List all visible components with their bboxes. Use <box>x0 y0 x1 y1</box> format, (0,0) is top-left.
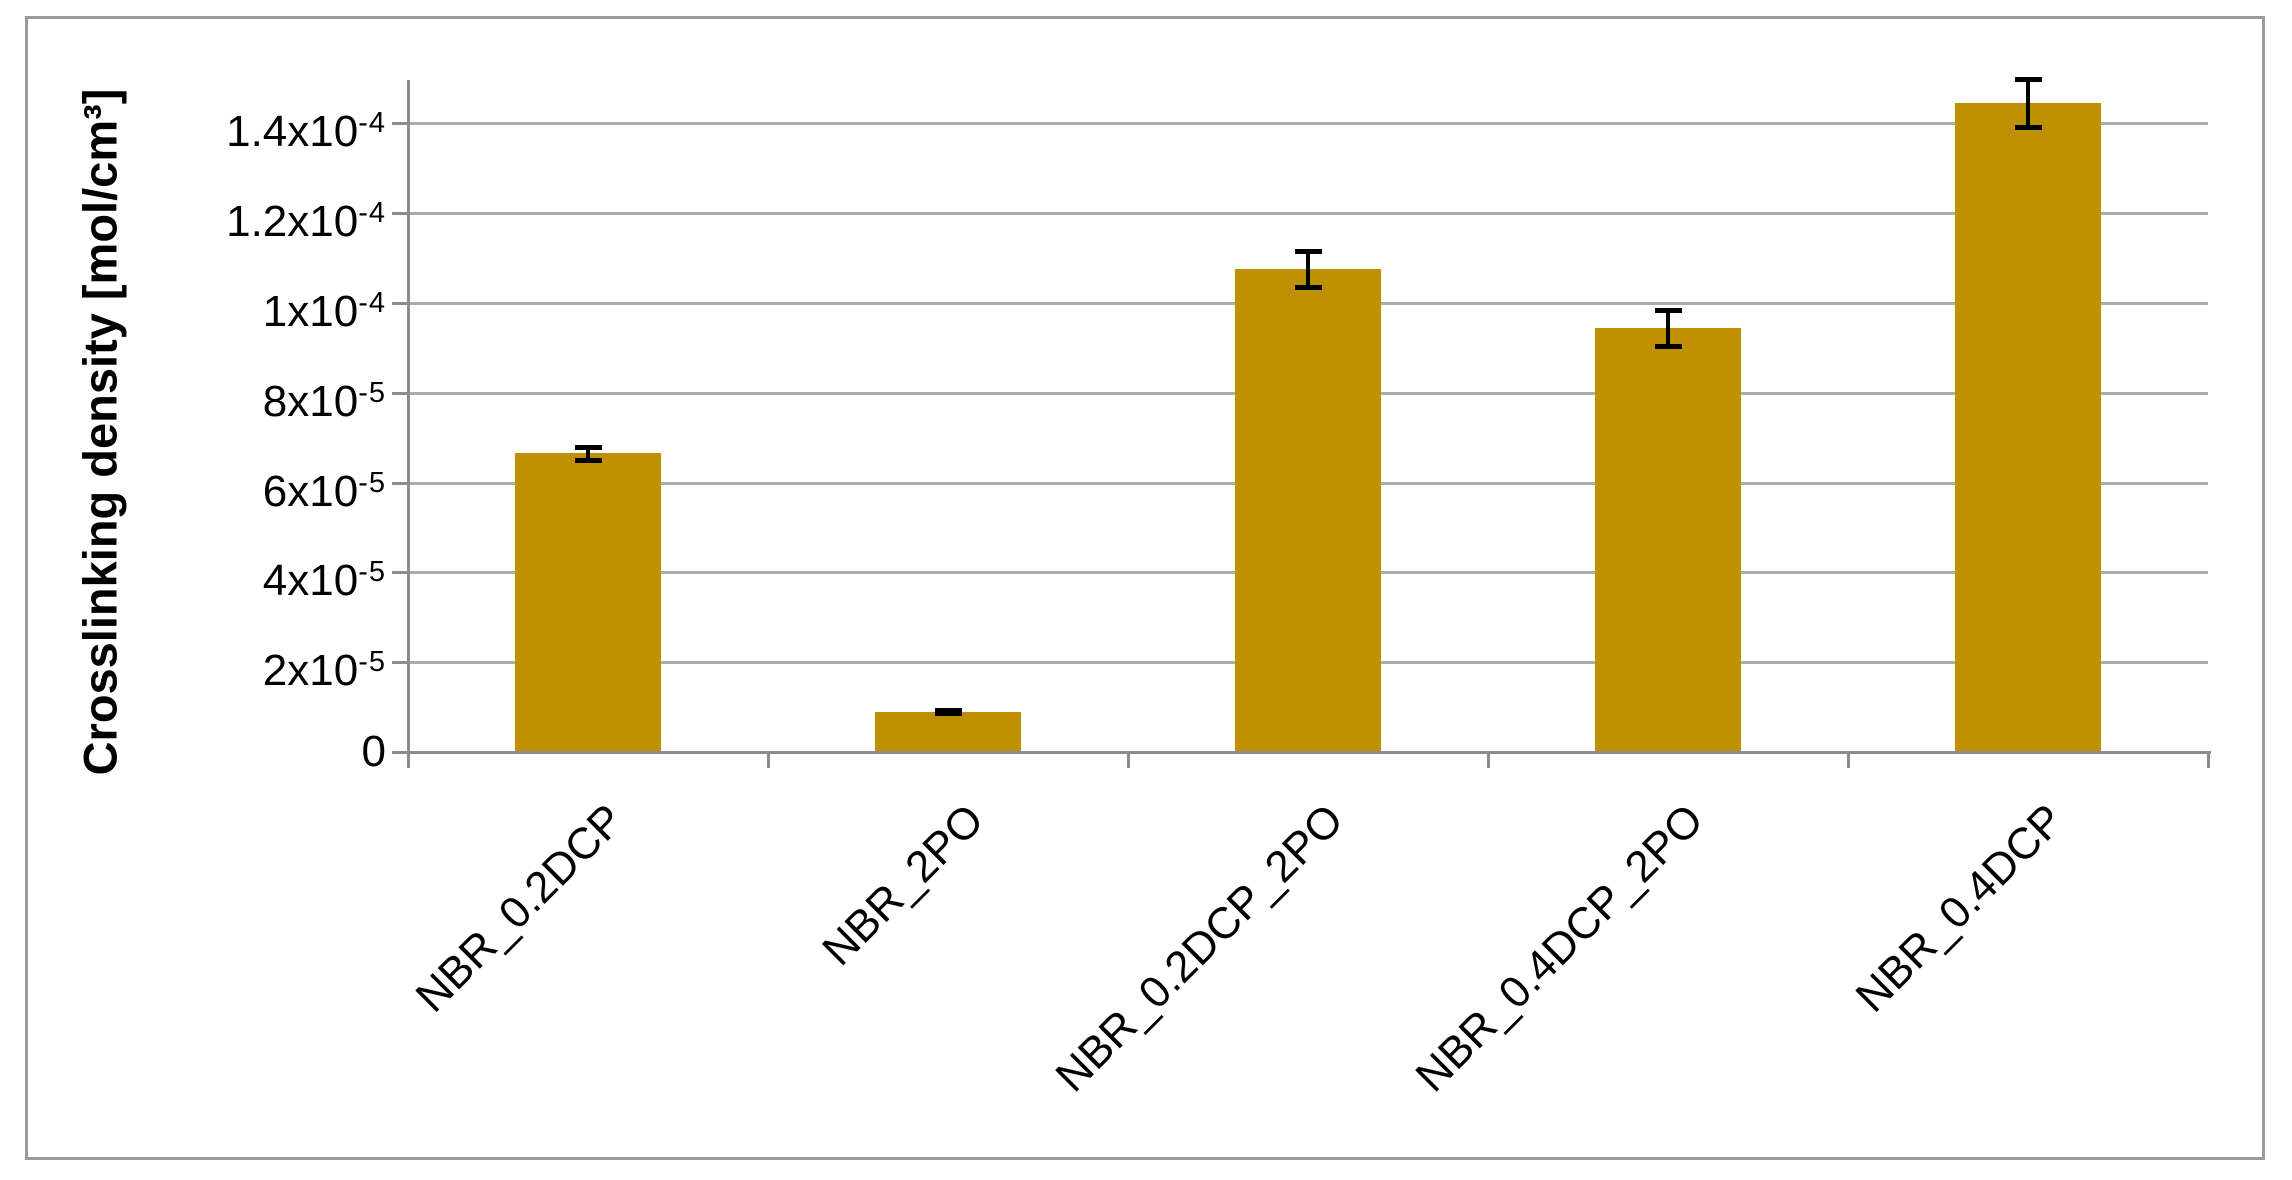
error-bar-line <box>586 446 590 461</box>
y-axis-tick <box>392 571 408 575</box>
y-axis-tick <box>392 212 408 216</box>
error-bar-cap-top <box>934 707 962 713</box>
bar <box>875 711 1021 752</box>
y-tick-label: 1x10-4 <box>262 287 386 336</box>
error-bar-line <box>2026 79 2030 127</box>
y-tick-label: 1.4x10-4 <box>226 107 386 157</box>
y-tick-label: 6x10-5 <box>262 466 386 516</box>
y-axis-tick <box>392 661 408 665</box>
chart-border <box>25 16 2265 1160</box>
y-tick-exponent: -4 <box>358 197 386 230</box>
x-axis-line <box>408 751 2211 754</box>
y-tick-exponent: -5 <box>358 646 386 679</box>
y-tick-exponent: -5 <box>358 556 386 589</box>
y-gridline <box>408 122 2208 126</box>
bar <box>1595 327 1741 752</box>
y-axis-tick <box>392 391 408 395</box>
bar <box>1955 103 2101 752</box>
y-axis-tick <box>392 751 408 754</box>
y-tick-exponent: -5 <box>358 376 386 409</box>
x-axis-tick <box>1127 752 1130 768</box>
y-axis-tick <box>392 302 408 305</box>
error-bar-cap-top <box>2014 77 2042 83</box>
y-axis-tick <box>392 481 408 485</box>
error-bar-cap-top <box>1294 249 1322 255</box>
y-gridline <box>408 212 2208 216</box>
x-axis-tick <box>1487 752 1490 768</box>
y-tick-label: 1.2x10-4 <box>226 197 386 247</box>
error-bar-line <box>1666 309 1670 346</box>
y-tick-label: 4x10-5 <box>262 556 386 606</box>
bar <box>515 453 661 752</box>
error-bar-cap-top <box>574 444 602 450</box>
x-axis-tick <box>407 752 410 768</box>
y-axis-title: Crosslinking density [mol/cm³] <box>73 88 127 776</box>
x-axis-tick <box>767 752 770 768</box>
y-tick-exponent: -5 <box>358 466 386 499</box>
bar <box>1235 269 1381 752</box>
y-tick-exponent: -4 <box>358 287 386 319</box>
y-tick-label: 0 <box>361 727 386 776</box>
y-axis-line <box>407 80 410 768</box>
error-bar-line <box>1306 251 1310 288</box>
error-bar-cap-bottom <box>934 711 962 717</box>
y-tick-exponent: -4 <box>358 107 386 140</box>
error-bar-cap-bottom <box>2014 124 2042 130</box>
y-tick-label: 8x10-5 <box>262 376 386 426</box>
y-axis-tick <box>392 122 408 126</box>
x-axis-tick <box>1847 752 1850 768</box>
error-bar-cap-bottom <box>1654 343 1682 349</box>
x-axis-tick <box>2207 752 2210 768</box>
y-tick-label: 2x10-5 <box>262 646 386 696</box>
error-bar-cap-bottom <box>1294 285 1322 291</box>
error-bar-cap-bottom <box>574 458 602 464</box>
error-bar-cap-top <box>1654 307 1682 313</box>
